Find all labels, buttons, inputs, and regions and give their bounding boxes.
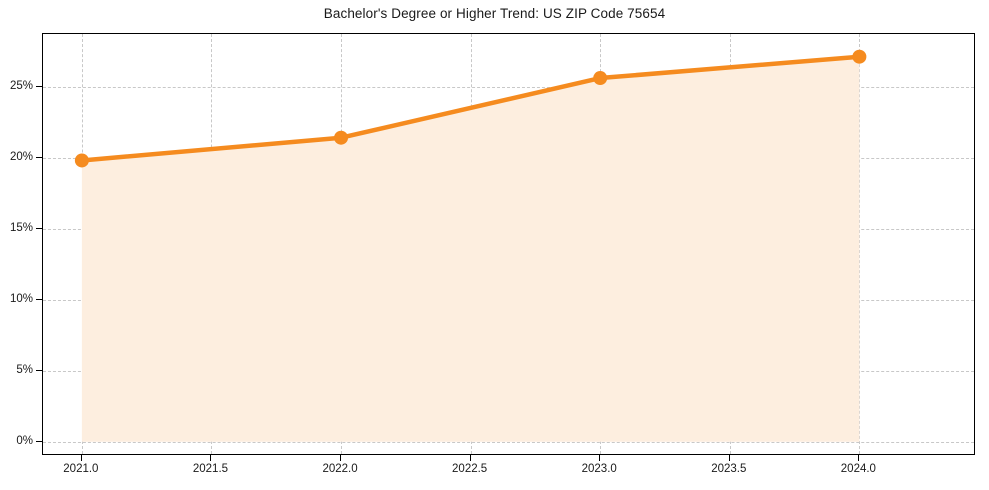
y-tick-mark-0	[36, 440, 42, 442]
gridline-x-6	[859, 34, 861, 454]
x-tick-mark-6	[858, 455, 860, 461]
gridline-y-5	[43, 86, 974, 88]
series-layer	[74, 49, 867, 442]
trend-line	[79, 54, 862, 163]
y-tick-mark-4	[36, 156, 42, 158]
y-tick-label-0: 0%	[16, 434, 33, 447]
x-tick-label-5: 2023.5	[711, 463, 747, 475]
x-tick-mark-4	[599, 455, 601, 461]
data-point-markers	[74, 49, 867, 168]
x-tick-label-0: 2021.0	[63, 463, 99, 475]
x-tick-label-4: 2023.0	[581, 463, 617, 475]
y-tick-label-2: 10%	[9, 292, 33, 305]
y-tick-label-5: 25%	[9, 79, 33, 92]
data-point-2	[593, 71, 608, 86]
data-point-3	[852, 49, 867, 64]
x-tick-label-6: 2024.0	[840, 463, 876, 475]
x-tick-label-3: 2022.5	[452, 463, 488, 475]
x-axis-ticks: 2021.0 2021.5 2022.0 2022.5 2023.0 2023.5 2024…	[42, 455, 975, 485]
y-tick-mark-5	[36, 85, 42, 87]
area-fill	[81, 56, 860, 442]
x-tick-label-2: 2022.0	[322, 463, 358, 475]
y-axis-ticks	[0, 33, 42, 455]
chart-title: Bachelor's Degree or Higher Trend: US ZI…	[323, 6, 666, 21]
gridline-y-0	[43, 441, 974, 443]
y-tick-label-1: 5%	[16, 363, 33, 376]
y-tick-label-4: 20%	[9, 150, 33, 163]
y-tick-mark-2	[36, 298, 42, 300]
data-point-1	[334, 130, 349, 145]
y-tick-label-3: 15%	[9, 221, 33, 234]
data-point-0	[74, 153, 89, 168]
x-tick-mark-0	[80, 455, 82, 461]
y-tick-mark-1	[36, 369, 42, 371]
plot-area	[42, 33, 975, 455]
x-tick-mark-5	[728, 455, 730, 461]
x-tick-label-1: 2021.5	[192, 463, 229, 475]
x-tick-mark-1	[210, 455, 212, 461]
x-tick-mark-3	[469, 455, 471, 461]
y-tick-mark-3	[36, 227, 42, 229]
y-axis-labels: 0% 5% 10% 15% 20% 25%	[0, 33, 33, 455]
x-tick-mark-2	[340, 455, 342, 461]
